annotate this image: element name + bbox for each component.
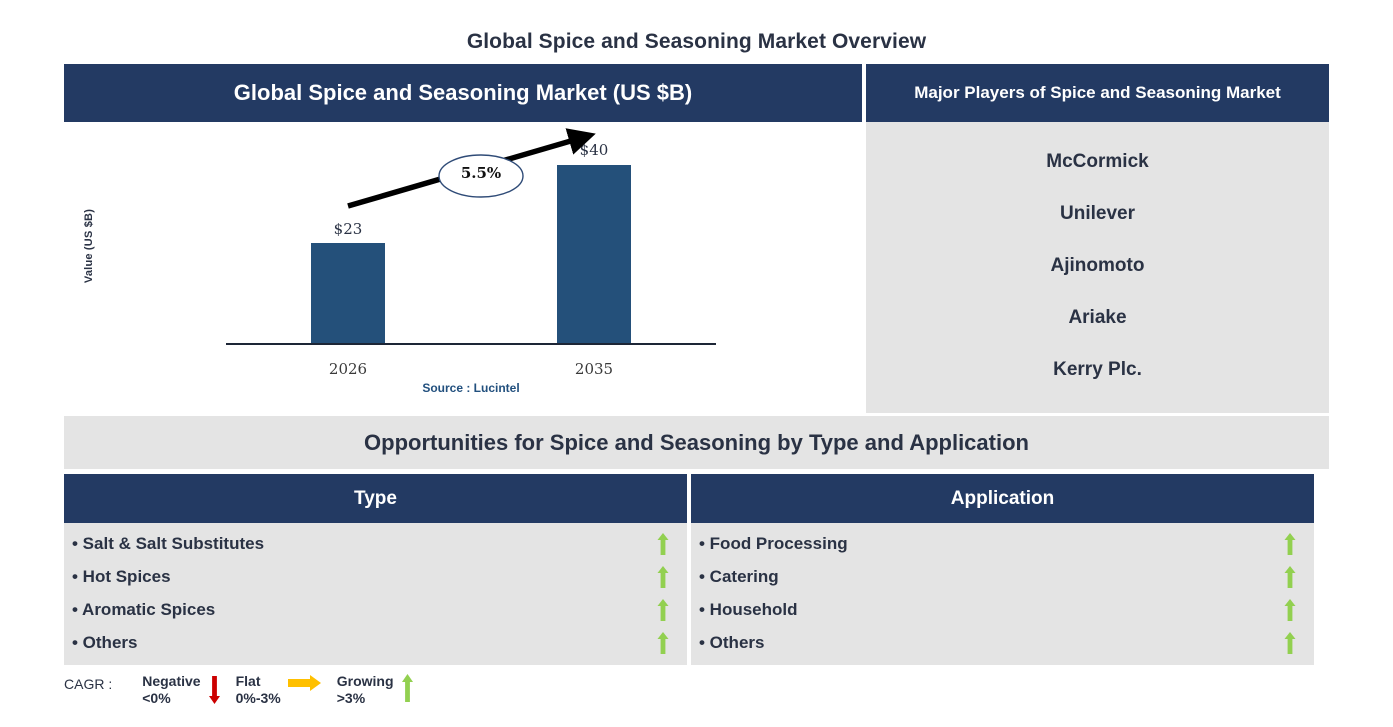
arrow-up-icon <box>1284 598 1296 621</box>
list-item: Kerry Plc. <box>1053 359 1142 380</box>
players-panel-header: Major Players of Spice and Seasoning Mar… <box>866 64 1329 122</box>
arrow-right-icon <box>287 675 321 691</box>
arrow-up-icon <box>1284 631 1296 654</box>
legend-range: <0% <box>142 690 171 706</box>
arrow-up-icon <box>657 598 669 621</box>
legend-entry-growing: Growing >3% <box>337 673 421 707</box>
chart-plot-area: $23 $40 2026 2035 5.5% <box>226 128 716 408</box>
list-item: Ariake <box>1068 307 1127 328</box>
application-item-label: • Catering <box>699 566 779 586</box>
legend-entry-flat: Flat 0%-3% <box>236 673 329 707</box>
chart-axis-line <box>226 343 716 345</box>
bar-2035 <box>557 165 631 343</box>
opportunities-banner: Opportunities for Spice and Seasoning by… <box>64 416 1329 469</box>
legend-range: >3% <box>336 690 366 706</box>
application-column-header: Application <box>691 474 1314 523</box>
legend-label: Growing <box>336 673 394 689</box>
list-item: • Others <box>64 626 687 659</box>
list-item: • Catering <box>691 560 1314 593</box>
cagr-legend: CAGR : Negative <0% Flat 0%-3% Growing >… <box>64 673 664 721</box>
list-item: • Household <box>691 593 1314 626</box>
top-row: Global Spice and Seasoning Market (US $B… <box>64 64 1329 413</box>
major-players-panel: Major Players of Spice and Seasoning Mar… <box>866 64 1329 413</box>
type-column-header: Type <box>64 474 687 523</box>
players-list: McCormick Unilever Ajinomoto Ariake Kerr… <box>866 122 1329 413</box>
list-item: • Hot Spices <box>64 560 687 593</box>
application-item-label: • Others <box>699 632 765 652</box>
bar-2026 <box>311 243 385 343</box>
arrow-up-icon <box>401 674 413 702</box>
arrow-up-icon <box>657 565 669 588</box>
list-item: • Food Processing <box>691 527 1314 560</box>
list-item: • Salt & Salt Substitutes <box>64 527 687 560</box>
arrow-down-icon <box>208 676 220 704</box>
cagr-bubble-label: 5.5% <box>460 164 502 182</box>
page-title: Global Spice and Seasoning Market Overvi… <box>466 30 927 53</box>
application-item-label: • Food Processing <box>699 533 848 553</box>
type-item-list: • Salt & Salt Substitutes • Hot Spices •… <box>64 523 687 665</box>
bar-value-label-2035: $40 <box>579 141 609 159</box>
list-item: McCormick <box>1046 151 1149 172</box>
type-column: Type • Salt & Salt Substitutes • Hot Spi… <box>64 474 687 665</box>
type-item-label: • Aromatic Spices <box>72 599 216 619</box>
bar-category-label-2035: 2035 <box>574 360 614 378</box>
chart-body: Value (US $B) $23 $40 2026 2035 <box>64 122 862 413</box>
market-chart-panel: Global Spice and Seasoning Market (US $B… <box>64 64 862 413</box>
legend-entry-negative: Negative <0% <box>142 673 227 707</box>
application-item-list: • Food Processing • Catering • Household… <box>691 523 1314 665</box>
chart-source-note: Source : Lucintel <box>422 381 520 395</box>
chart-y-axis-label: Value (US $B) <box>83 208 95 284</box>
type-item-label: • Others <box>72 632 138 652</box>
bar-category-label-2026: 2026 <box>328 360 368 378</box>
chart-panel-header: Global Spice and Seasoning Market (US $B… <box>64 64 862 122</box>
list-item: Unilever <box>1060 203 1135 224</box>
list-item: • Others <box>691 626 1314 659</box>
arrow-up-icon <box>1284 565 1296 588</box>
type-item-label: • Salt & Salt Substitutes <box>72 533 265 553</box>
arrow-up-icon <box>1284 532 1296 555</box>
list-item: Ajinomoto <box>1050 255 1145 276</box>
type-item-label: • Hot Spices <box>72 566 171 586</box>
segmentation-row: Type • Salt & Salt Substitutes • Hot Spi… <box>64 474 1329 665</box>
application-column: Application • Food Processing • Catering… <box>691 474 1314 665</box>
legend-label: Flat <box>235 673 261 689</box>
application-item-label: • Household <box>699 599 798 619</box>
legend-label: Negative <box>142 673 201 689</box>
legend-range: 0%-3% <box>235 690 281 706</box>
arrow-up-icon <box>657 532 669 555</box>
bar-value-label-2026: $23 <box>333 220 363 238</box>
cagr-legend-title: CAGR : <box>64 676 113 692</box>
arrow-up-icon <box>657 631 669 654</box>
list-item: • Aromatic Spices <box>64 593 687 626</box>
